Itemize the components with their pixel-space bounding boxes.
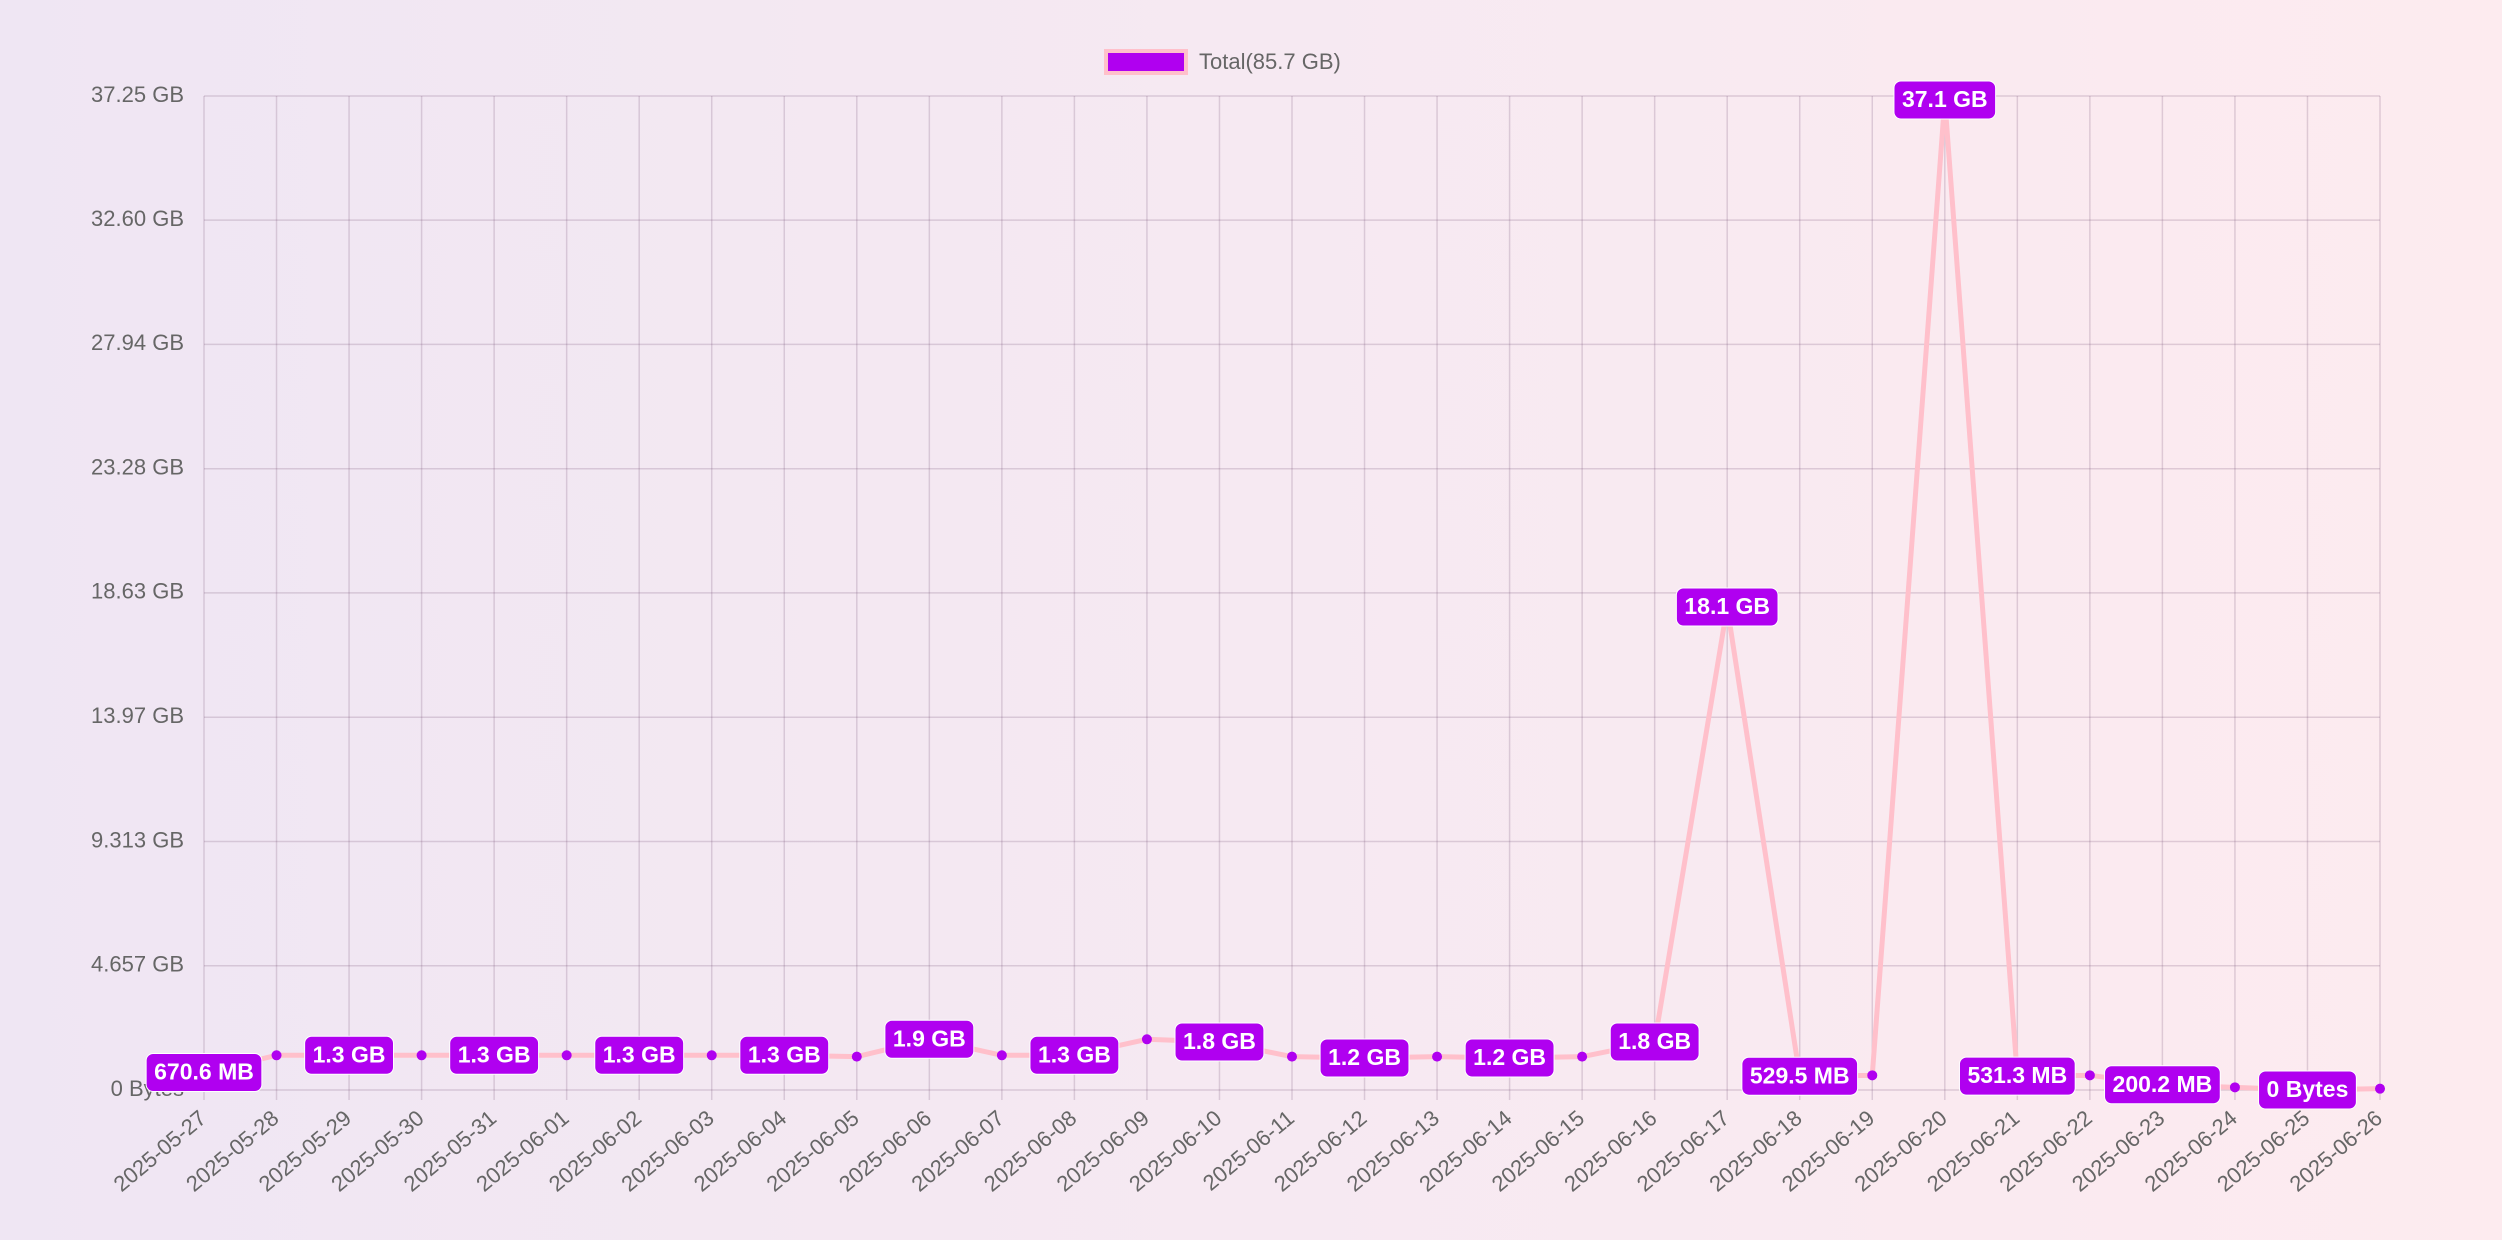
- data-label-text: 1.3 GB: [313, 1041, 386, 1067]
- data-label-box: [594, 1035, 685, 1075]
- data-label-box: [1029, 1035, 1120, 1075]
- data-point: [2375, 1083, 2385, 1094]
- data-label-box: [1464, 1038, 1555, 1078]
- data-point: [851, 1051, 862, 1062]
- data-label-text: 1.8 GB: [1618, 1028, 1691, 1054]
- y-tick-label: 32.60 GB: [91, 206, 184, 231]
- legend-swatch: [1104, 49, 1188, 75]
- data-label: 1.3 GB: [594, 1035, 685, 1075]
- data-point: [1867, 1070, 1878, 1081]
- data-point: [1141, 1034, 1152, 1045]
- data-point: [561, 1050, 572, 1061]
- data-label: 1.3 GB: [304, 1035, 395, 1075]
- data-label-text: 37.1 GB: [1902, 86, 1988, 112]
- data-label-box: [2104, 1065, 2221, 1105]
- data-label: 1.9 GB: [884, 1019, 975, 1059]
- data-label-text: 1.2 GB: [1473, 1044, 1546, 1070]
- data-label-text: 1.3 GB: [458, 1041, 531, 1067]
- data-label: 1.2 GB: [1319, 1038, 1410, 1078]
- data-label-box: [1675, 587, 1779, 627]
- data-label-text: 1.3 GB: [1038, 1041, 1111, 1067]
- data-label-box: [1174, 1022, 1265, 1062]
- y-tick-label: 27.94 GB: [91, 330, 184, 355]
- data-label-text: 1.8 GB: [1183, 1028, 1256, 1054]
- data-label: 529.5 MB: [1741, 1056, 1859, 1096]
- data-label-box: [1741, 1056, 1859, 1096]
- data-label-text: 1.3 GB: [603, 1041, 676, 1067]
- data-point: [1432, 1051, 1443, 1062]
- data-label-box: [739, 1035, 830, 1075]
- data-label-text: 200.2 MB: [2113, 1071, 2213, 1097]
- data-label-text: 529.5 MB: [1750, 1062, 1850, 1088]
- y-tick-label: 13.97 GB: [91, 703, 184, 728]
- data-label-box: [884, 1019, 975, 1059]
- data-point: [2084, 1070, 2095, 1081]
- data-label-text: 1.3 GB: [748, 1041, 821, 1067]
- data-point: [706, 1050, 717, 1061]
- y-tick-label: 18.63 GB: [91, 579, 184, 604]
- data-point: [2229, 1082, 2240, 1093]
- y-tick-label: 4.657 GB: [91, 952, 184, 977]
- data-label: 1.3 GB: [1029, 1035, 1120, 1075]
- data-label: 1.3 GB: [739, 1035, 830, 1075]
- data-label-text: 531.3 MB: [1967, 1062, 2067, 1088]
- data-label: 200.2 MB: [2104, 1065, 2221, 1105]
- data-label-box: [1893, 80, 1997, 120]
- data-point: [996, 1050, 1007, 1061]
- data-label-box: [304, 1035, 395, 1075]
- data-label-text: 1.9 GB: [893, 1025, 966, 1051]
- data-label: 1.2 GB: [1464, 1038, 1555, 1078]
- data-label-text: 0 Bytes: [2267, 1076, 2349, 1102]
- data-label: 0 Bytes: [2258, 1070, 2357, 1110]
- data-label-box: [1319, 1038, 1410, 1078]
- y-tick-label: 23.28 GB: [91, 455, 184, 480]
- data-label: 1.3 GB: [449, 1035, 540, 1075]
- data-label: 18.1 GB: [1675, 587, 1779, 627]
- data-point: [1287, 1051, 1297, 1062]
- data-point: [271, 1050, 282, 1061]
- y-tick-label: 9.313 GB: [91, 827, 184, 852]
- data-label: 1.8 GB: [1174, 1022, 1265, 1062]
- data-label-box: [449, 1035, 540, 1075]
- data-label-text: 18.1 GB: [1684, 593, 1770, 619]
- legend-label: Total(85.7 GB): [1199, 49, 1341, 74]
- data-point: [1577, 1051, 1588, 1062]
- data-label: 670.6 MB: [145, 1053, 263, 1093]
- data-label-box: [1958, 1056, 2076, 1096]
- data-label: 531.3 MB: [1958, 1056, 2076, 1096]
- data-label-box: [2258, 1070, 2357, 1110]
- data-label-box: [145, 1053, 263, 1093]
- y-tick-label: 37.25 GB: [91, 82, 184, 107]
- data-label: 1.8 GB: [1609, 1022, 1700, 1062]
- data-label: 37.1 GB: [1893, 80, 1997, 120]
- data-label-text: 670.6 MB: [154, 1059, 254, 1085]
- data-label-box: [1609, 1022, 1700, 1062]
- data-label-text: 1.2 GB: [1328, 1044, 1401, 1070]
- data-point: [416, 1050, 427, 1061]
